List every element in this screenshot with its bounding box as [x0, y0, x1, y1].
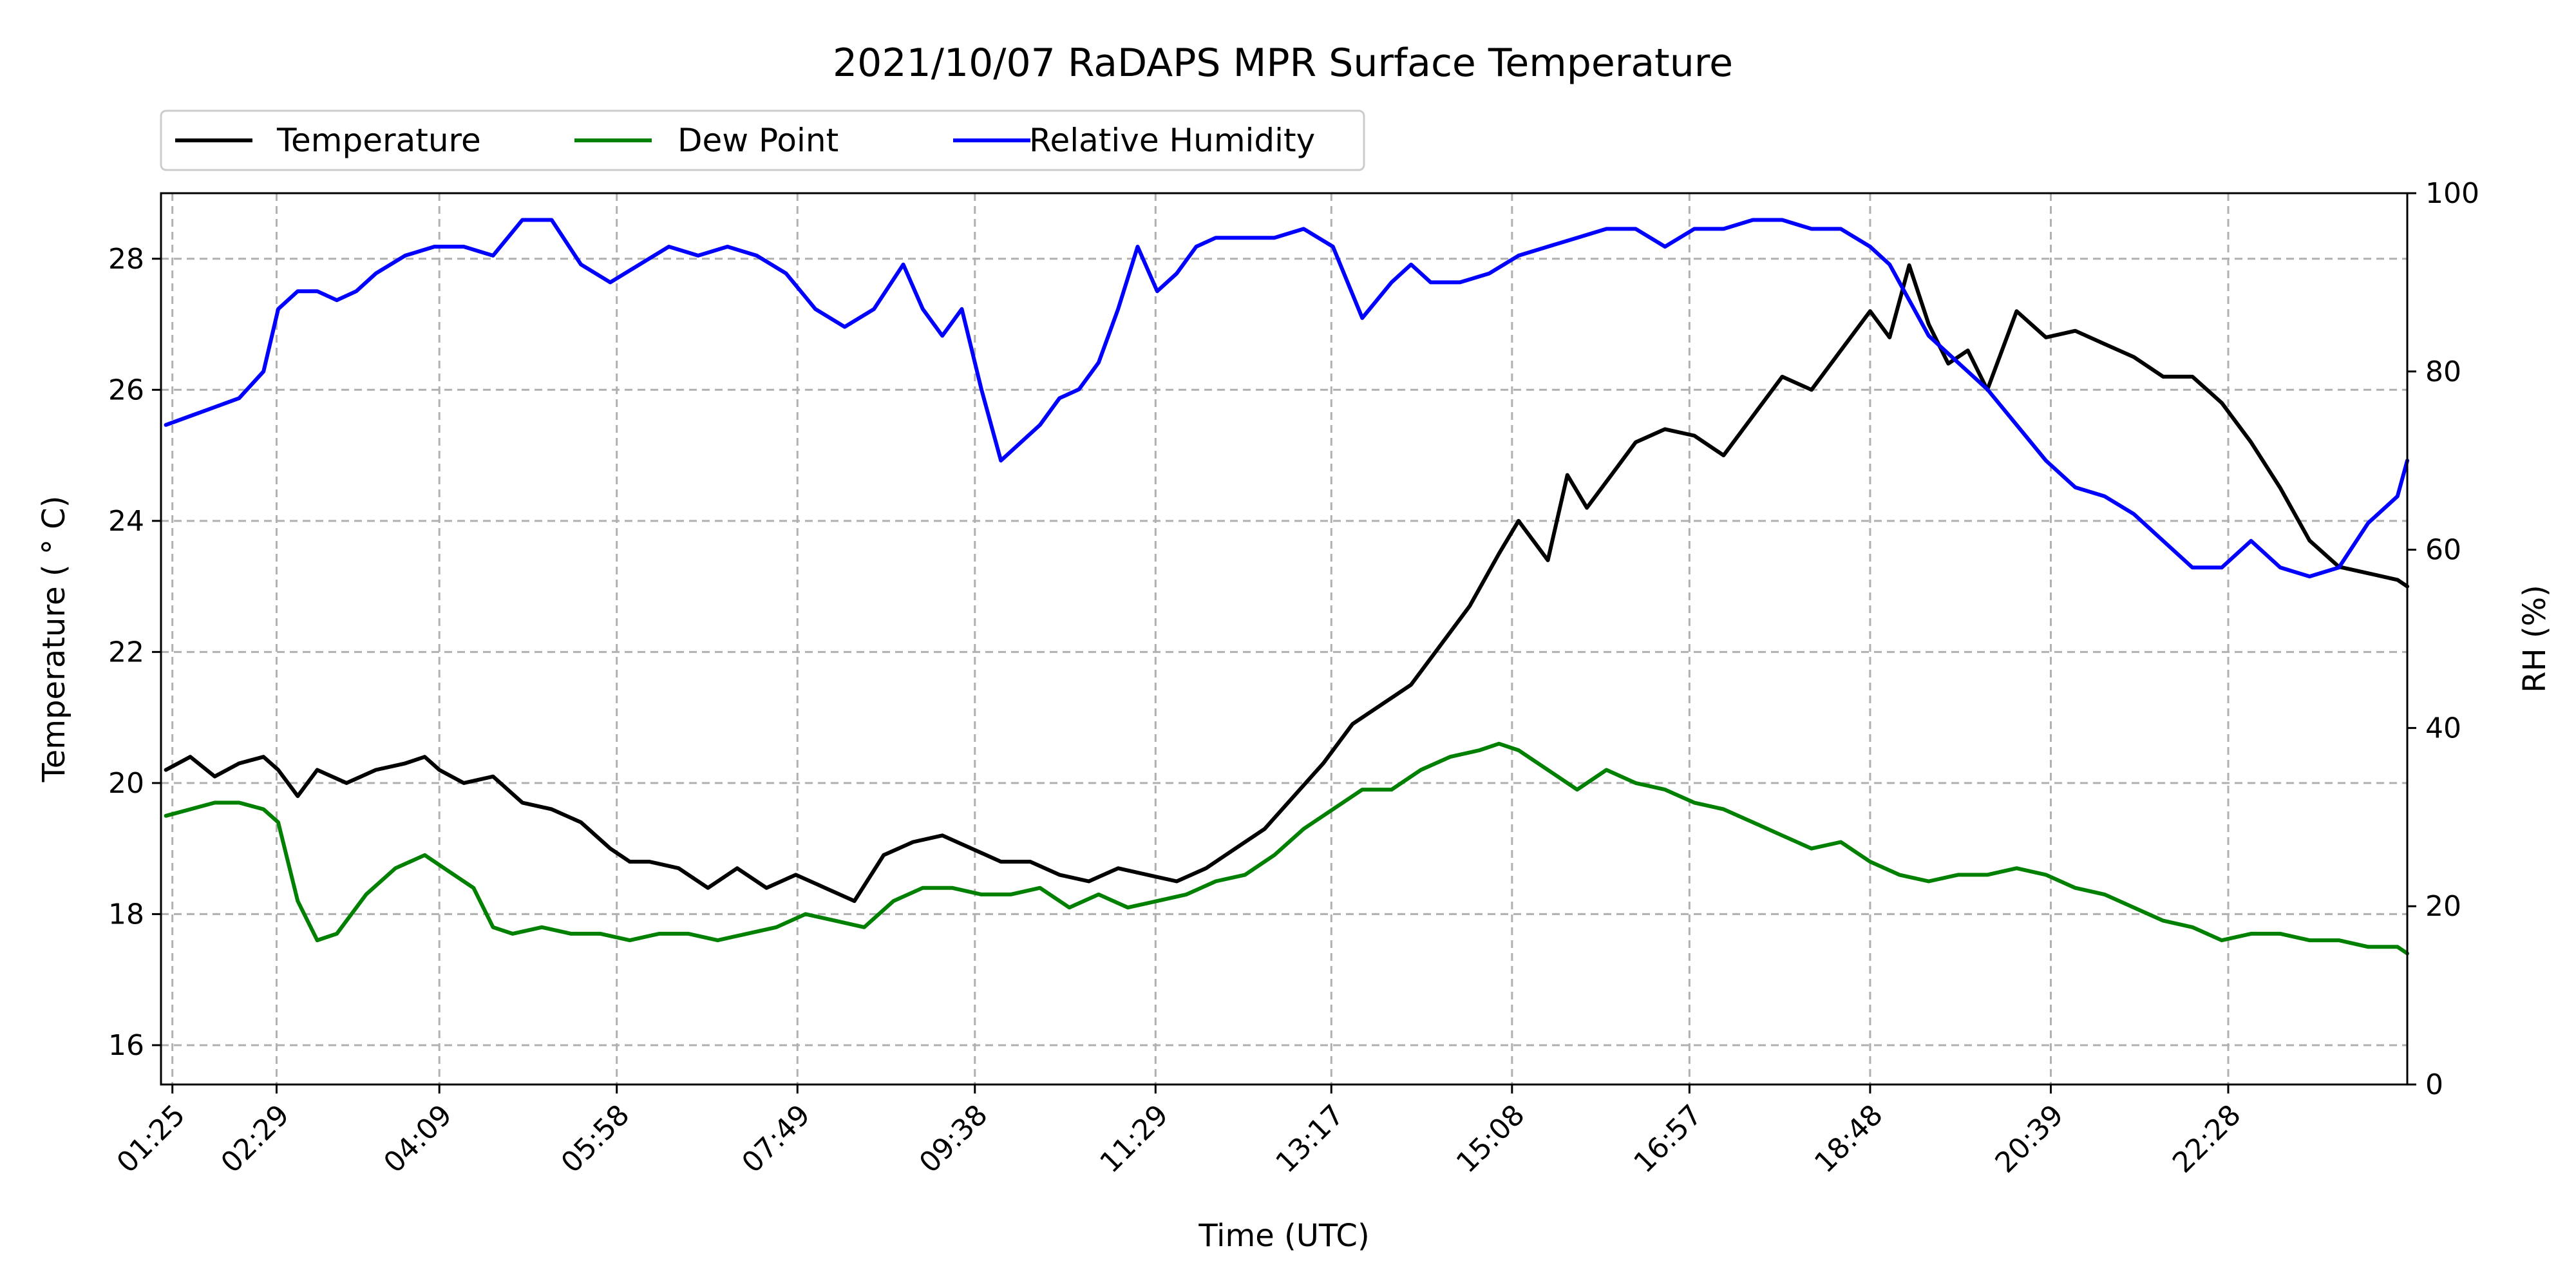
y-right-tick-label: 100: [2425, 177, 2479, 210]
y-right-tick-label: 60: [2425, 534, 2461, 567]
y-axis-right-label: RH (%): [2517, 585, 2553, 693]
x-tick-label: 02:29: [214, 1099, 296, 1180]
legend-label-relative-humidity: Relative Humidity: [1029, 122, 1315, 159]
y-axis-left-label: Temperature ( ° C): [36, 496, 72, 783]
series-line-temperature: [164, 263, 2409, 904]
x-tick-label: 04:09: [377, 1099, 459, 1180]
y-left-tick-label: 22: [108, 636, 144, 668]
series-line-relative-humidity: [164, 218, 2409, 579]
x-tick-label: 18:48: [1808, 1099, 1889, 1180]
x-tick-label: 07:49: [735, 1099, 817, 1180]
series-line-dew-point: [164, 741, 2409, 956]
x-tick-label: 15:08: [1450, 1099, 1531, 1180]
plot-frame: [160, 192, 2409, 1086]
series-layer: [164, 218, 2409, 956]
x-tick-label: 16:57: [1627, 1099, 1709, 1180]
x-tick-label: 13:17: [1269, 1099, 1350, 1180]
grid-layer: [161, 193, 2407, 1084]
x-tick-label: 01:25: [111, 1099, 192, 1180]
y-right-tick-label: 0: [2425, 1068, 2443, 1101]
x-tick-label: 05:58: [555, 1099, 636, 1180]
x-tick-label: 22:28: [2166, 1099, 2248, 1180]
y-left-tick-label: 16: [108, 1029, 144, 1062]
y-left-tick-label: 24: [108, 505, 144, 538]
y-left-tick-label: 26: [108, 374, 144, 406]
x-axis-ticks: 01:25 02:29 04:09 05:58 07:49 09:38 11:29 13:17…: [111, 1084, 2248, 1179]
y-right-tick-label: 40: [2425, 712, 2461, 744]
x-tick-label: 20:39: [1989, 1099, 2070, 1180]
y-axis-right-ticks: 0 20 40 60 80 100: [2407, 177, 2479, 1101]
legend-label-temperature: Temperature: [276, 122, 481, 159]
y-left-tick-label: 20: [108, 767, 144, 800]
x-tick-label: 11:29: [1094, 1099, 1175, 1180]
chart-title: 2021/10/07 RaDAPS MPR Surface Temperatur…: [833, 41, 1733, 86]
y-left-tick-label: 28: [108, 243, 144, 276]
legend-frame: [160, 109, 1365, 171]
y-right-tick-label: 20: [2425, 890, 2461, 923]
y-right-tick-label: 80: [2425, 355, 2461, 388]
legend-label-dew-point: Dew Point: [677, 122, 838, 159]
y-axis-left-ticks: 16 18 20 22 24 26 28: [108, 243, 161, 1062]
x-axis-label: Time (UTC): [1198, 1218, 1369, 1254]
y-left-tick-label: 18: [108, 898, 144, 931]
x-tick-label: 09:38: [913, 1099, 994, 1180]
legend: Temperature Dew Point Relative Humidity: [160, 109, 1365, 171]
